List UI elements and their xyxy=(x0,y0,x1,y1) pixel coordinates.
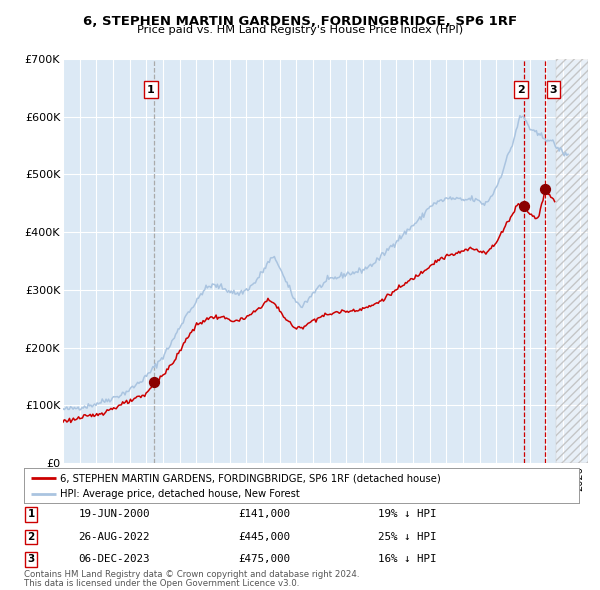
Text: £141,000: £141,000 xyxy=(238,510,290,519)
Text: 3: 3 xyxy=(550,84,557,94)
Text: 6, STEPHEN MARTIN GARDENS, FORDINGBRIDGE, SP6 1RF (detached house): 6, STEPHEN MARTIN GARDENS, FORDINGBRIDGE… xyxy=(60,473,441,483)
Point xyxy=(519,202,529,211)
Text: 2: 2 xyxy=(28,532,35,542)
Text: Contains HM Land Registry data © Crown copyright and database right 2024.: Contains HM Land Registry data © Crown c… xyxy=(24,571,359,579)
Text: 26-AUG-2022: 26-AUG-2022 xyxy=(78,532,150,542)
Text: This data is licensed under the Open Government Licence v3.0.: This data is licensed under the Open Gov… xyxy=(24,579,299,588)
Text: 2: 2 xyxy=(517,84,525,94)
Text: £445,000: £445,000 xyxy=(238,532,290,542)
Text: 1: 1 xyxy=(147,84,155,94)
Point xyxy=(541,184,550,194)
Text: 1: 1 xyxy=(28,510,35,519)
Point xyxy=(149,377,159,386)
Text: HPI: Average price, detached house, New Forest: HPI: Average price, detached house, New … xyxy=(60,489,300,499)
Text: Price paid vs. HM Land Registry's House Price Index (HPI): Price paid vs. HM Land Registry's House … xyxy=(137,25,463,35)
Text: 25% ↓ HPI: 25% ↓ HPI xyxy=(378,532,437,542)
Text: 3: 3 xyxy=(28,555,35,564)
Text: 6, STEPHEN MARTIN GARDENS, FORDINGBRIDGE, SP6 1RF: 6, STEPHEN MARTIN GARDENS, FORDINGBRIDGE… xyxy=(83,15,517,28)
Text: £475,000: £475,000 xyxy=(238,555,290,564)
Text: 06-DEC-2023: 06-DEC-2023 xyxy=(78,555,150,564)
Text: 16% ↓ HPI: 16% ↓ HPI xyxy=(378,555,437,564)
Text: 19-JUN-2000: 19-JUN-2000 xyxy=(78,510,150,519)
Text: 19% ↓ HPI: 19% ↓ HPI xyxy=(378,510,437,519)
